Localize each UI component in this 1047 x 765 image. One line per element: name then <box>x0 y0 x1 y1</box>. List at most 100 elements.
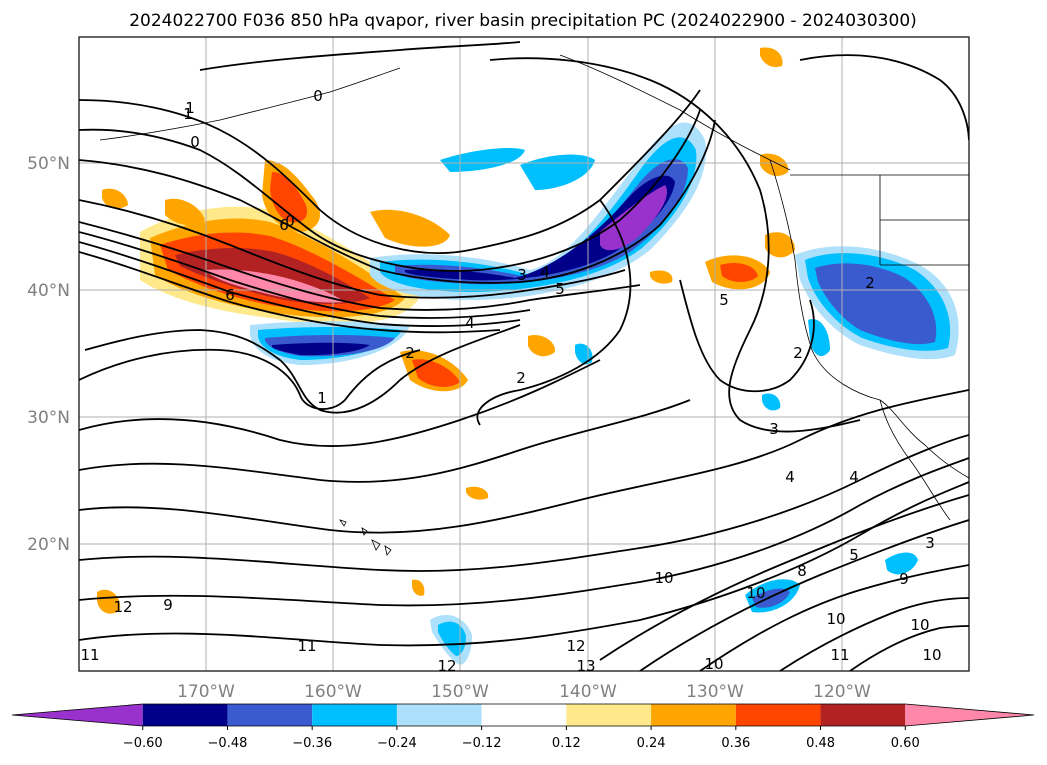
coastlines <box>99 54 969 556</box>
contour-line <box>79 359 601 447</box>
contour-label: 11 <box>80 646 99 664</box>
lon-label: 160°W <box>304 682 362 702</box>
contour-label: 11 <box>830 646 849 664</box>
contour-line <box>639 519 969 671</box>
contour-label: 5 <box>849 546 859 564</box>
contour-line <box>679 279 815 393</box>
colorbar-segment <box>566 704 652 726</box>
contour-label: 0 <box>190 133 200 151</box>
contour-label: 10 <box>922 646 941 664</box>
contour-label: 6 <box>225 286 235 304</box>
contour-label: 12 <box>566 637 585 655</box>
positive-pc-region <box>102 188 128 209</box>
colorbar-tick-label: 0.60 <box>891 736 920 751</box>
colorbar-segment <box>312 704 397 726</box>
negative-pc-region <box>405 175 675 281</box>
contour-label: 0 <box>285 212 295 230</box>
negative-pc-region <box>762 393 781 411</box>
colorbar-tick-label: −0.48 <box>208 736 248 751</box>
contour-label: 2 <box>865 274 875 292</box>
us-state-borders <box>879 175 969 266</box>
positive-pc-region <box>765 232 795 258</box>
contour-label: 10 <box>746 584 765 602</box>
contour-label: 3 <box>769 420 779 438</box>
contour-label: 1 <box>317 389 327 407</box>
contour-label: 5 <box>719 291 729 309</box>
lon-label: 140°W <box>559 682 617 702</box>
colorbar-segment <box>651 704 736 726</box>
contour-label: 10 <box>654 569 673 587</box>
contour-label: 9 <box>163 596 173 614</box>
contour-label: 0 <box>313 87 323 105</box>
lat-label: 40°N <box>27 281 70 301</box>
colorbar-tick-label: −0.36 <box>292 736 332 751</box>
contour-line <box>79 89 701 254</box>
positive-pc-region <box>205 269 345 303</box>
positive-pc-region <box>165 198 205 226</box>
negative-pc-region <box>438 621 466 656</box>
colorbar-tick-label: −0.60 <box>123 736 163 751</box>
negative-pc-region <box>885 552 918 575</box>
colorbar-segment <box>142 704 228 726</box>
contour-label: 12 <box>113 598 132 616</box>
contour-line <box>79 241 521 327</box>
positive-pc-region <box>760 153 789 176</box>
colorbar-tick-label: 0.12 <box>552 736 581 751</box>
contour-line <box>699 564 969 671</box>
contour-label: 12 <box>437 657 456 675</box>
colorbar-segment <box>905 704 1034 726</box>
lon-label: 170°W <box>177 682 235 702</box>
contour-line <box>79 109 701 272</box>
lat-label: 30°N <box>27 408 70 428</box>
positive-pc-region <box>720 263 758 282</box>
colorbar-tick-label: 0.24 <box>637 736 666 751</box>
north-america-coastline <box>769 159 969 479</box>
contour-label: 3 <box>925 534 935 552</box>
contour-line <box>779 597 969 671</box>
contour-line <box>476 199 632 426</box>
contour-line <box>799 54 969 141</box>
contour-label: 10 <box>910 616 929 634</box>
colorbar-segment <box>227 704 313 726</box>
colorbar-tick-label: −0.12 <box>462 736 502 751</box>
qvapor-contours <box>79 41 969 671</box>
positive-pc-region <box>270 172 308 223</box>
contour-line <box>489 57 861 433</box>
lat-label: 50°N <box>27 154 70 174</box>
contour-line <box>79 389 969 534</box>
contour-label: 4 <box>785 468 795 486</box>
lon-label: 120°W <box>813 682 871 702</box>
contour-line <box>849 625 969 671</box>
negative-pc-region <box>815 263 937 345</box>
contour-label: 6 <box>279 216 289 234</box>
negative-pc-region <box>440 148 525 172</box>
colorbar-segment <box>12 704 143 726</box>
negative-pc-region <box>272 342 370 356</box>
contour-label: 4 <box>540 263 550 281</box>
positive-pc-region <box>412 579 425 596</box>
contour-label: 2 <box>793 344 803 362</box>
positive-pc-region <box>466 486 489 500</box>
contour-label: 2 <box>516 369 526 387</box>
contour-line <box>79 399 691 483</box>
contour-line <box>79 119 716 284</box>
contour-label: 4 <box>465 314 475 332</box>
contour-label: 1 <box>185 99 195 117</box>
baja-coastline <box>879 399 951 521</box>
contour-label: 8 <box>797 562 807 580</box>
contour-line <box>599 494 969 661</box>
positive-pc-region <box>650 270 673 284</box>
colorbar-tick-label: 0.36 <box>721 736 750 751</box>
contour-label: 9 <box>899 570 909 588</box>
contour-line <box>79 434 969 572</box>
colorbar-segment <box>481 704 567 726</box>
colorbar-segment <box>820 704 906 726</box>
contour-label: 11 <box>297 637 316 655</box>
contour-label: 10 <box>826 610 845 628</box>
contour-label: 3 <box>517 266 527 284</box>
contour-label: 2 <box>405 344 415 362</box>
contour-line <box>79 199 626 299</box>
contour-line <box>79 221 641 311</box>
